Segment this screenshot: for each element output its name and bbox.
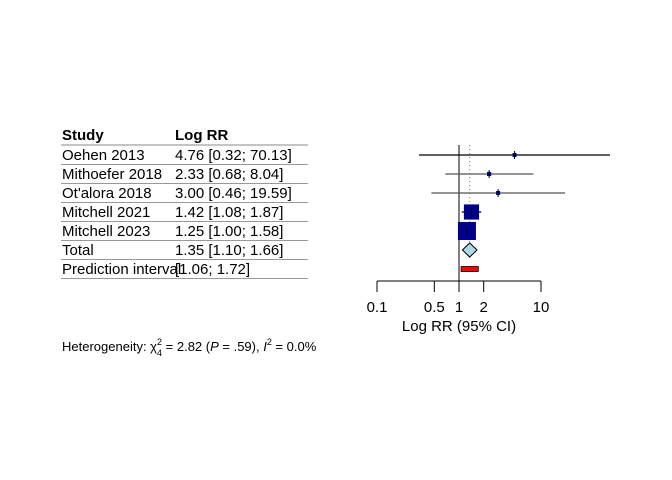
column-header-study: Study (62, 127, 104, 144)
row-label: Mithoefer 2018 (62, 166, 162, 183)
x-axis-label: Log RR (95% CI) (402, 318, 516, 335)
row-label: Total (62, 242, 94, 259)
row-estimate: 1.35 [1.10; 1.66] (175, 242, 283, 259)
heterogeneity-text: Heterogeneity: χ2 4 = 2.82 (P = .59), I2 … (62, 337, 317, 358)
column-header-logrr: Log RR (175, 127, 228, 144)
x-tick-label: 0.5 (424, 299, 445, 316)
row-label: Ot'alora 2018 (62, 185, 152, 202)
row-estimate: 1.42 [1.08; 1.87] (175, 204, 283, 221)
row-label: Prediction interval (62, 261, 181, 278)
row-label: Mitchell 2023 (62, 223, 150, 240)
x-tick-label: 1 (455, 299, 463, 316)
row-label: Oehen 2013 (62, 147, 145, 164)
row-label: Mitchell 2021 (62, 204, 150, 221)
row-estimate: 1.25 [1.00; 1.58] (175, 223, 283, 240)
pooled-diamond (461, 242, 478, 258)
row-estimate: 2.33 [0.68; 8.04] (175, 166, 283, 183)
row-estimate: 3.00 [0.46; 19.59] (175, 185, 292, 202)
x-tick-label: 0.1 (367, 299, 388, 316)
x-tick-label: 10 (533, 299, 550, 316)
x-tick-label: 2 (480, 299, 488, 316)
row-estimate: [1.06; 1.72] (175, 261, 250, 278)
row-estimate: 4.76 [0.32; 70.13] (175, 147, 292, 164)
prediction-interval-bar (460, 266, 479, 272)
